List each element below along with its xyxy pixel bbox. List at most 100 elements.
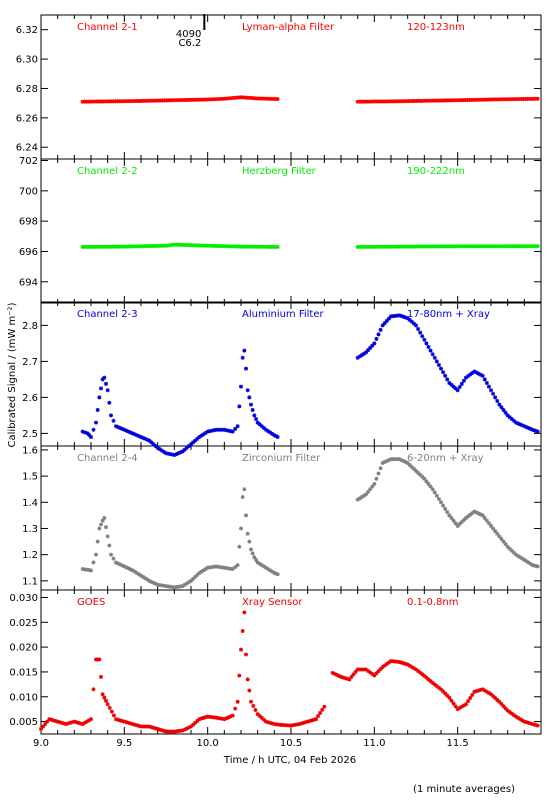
data-point: 10.025, 0.0059	[209, 715, 214, 720]
data-point: 11.788, 1.240	[503, 542, 508, 547]
data-point: 11.838, 1.208	[511, 550, 516, 555]
data-point: 9.875, 1.090	[184, 581, 189, 586]
data-point: 11.387, 1.412	[436, 497, 441, 502]
data-point: 9.825, 2.445	[176, 451, 181, 456]
data-point: 10.700, 0.0080	[322, 704, 327, 709]
data-point: 10.950, 1.430	[364, 492, 368, 497]
data-point: 9.512, 2.507	[124, 428, 129, 433]
data-point: 10.400, 1.130	[272, 570, 277, 575]
data-point: 9.725, 2.452	[159, 448, 164, 453]
data-point: 9.925, 0.0047	[193, 720, 198, 725]
data-point: 11.907, 6.273	[523, 96, 528, 101]
data-point: 9.675, 1.093	[151, 580, 156, 585]
data-point: 10.325, 0.0057	[259, 715, 264, 720]
data-point: 9.550, 2.500	[130, 431, 135, 436]
data-point: 11.847, 696.34	[513, 244, 518, 249]
data-point: 9.238, 0.0046	[78, 721, 83, 726]
data-point: 9.925, 2.480	[193, 438, 198, 443]
data-point: 10.125, 6.273	[226, 96, 231, 101]
data-point: 11.038, 1.530	[378, 466, 383, 471]
data-point: 11.788, 0.0076	[503, 706, 508, 711]
data-point: 11.786, 696.34	[503, 244, 508, 249]
data-point: 11.625, 0.0112	[476, 688, 481, 693]
data-point: 9.738, 1.081	[161, 583, 166, 588]
data-point: 10.420, 696.30	[275, 244, 280, 249]
data-point: 9.825, 0.0031	[176, 729, 181, 734]
data-point: 10.190, 2.575	[237, 404, 242, 409]
data-point: 9.462, 2.518	[116, 425, 121, 430]
x-tick-label: 9.5	[116, 738, 132, 749]
data-point: 11.912, 0.0049	[524, 720, 529, 725]
data-point: 10.313, 1.165	[257, 561, 262, 566]
data-point: 10.220, 1.450	[242, 487, 247, 492]
panel-frame	[40, 14, 542, 160]
data-point: 9.380, 1.340	[102, 516, 107, 520]
data-point: 11.725, 1.290	[493, 529, 498, 534]
data-point: 10.938, 1.425	[361, 493, 366, 498]
data-point: 10.287, 0.0073	[253, 708, 258, 712]
data-point: 9.863, 2.455	[182, 447, 187, 452]
data-point: 9.762, 1.079	[166, 584, 171, 589]
data-point: 9.162, 0.0046	[66, 721, 71, 726]
data-point: 9.750, 0.0030	[164, 729, 168, 734]
data-point: 10.000, 0.0060	[205, 714, 210, 719]
data-point: 11.500, 0.0075	[455, 707, 460, 712]
data-point: 10.500, 0.0042	[289, 723, 293, 728]
data-point: 11.810, 6.273	[507, 97, 512, 102]
data-point: 9.650, 2.480	[147, 438, 152, 443]
data-point: 11.871, 696.35	[517, 244, 522, 249]
data-point: 11.188, 1.554	[403, 460, 408, 465]
data-point: 11.825, 1.215	[509, 548, 514, 553]
data-point: 10.137, 0.0060	[228, 714, 233, 719]
y-tick-label: 2.5	[22, 429, 38, 440]
data-point: 10.962, 1.440	[366, 489, 371, 494]
data-point: 10.975, 1.450	[368, 487, 373, 492]
data-point: 9.863, 0.0034	[182, 727, 187, 732]
data-point: 11.838, 2.535	[511, 418, 516, 423]
data-point: 10.050, 2.510	[214, 427, 218, 432]
data-point: 11.970, 2.507	[534, 429, 538, 433]
data-point: 11.875, 1.190	[518, 555, 523, 560]
data-point: 10.240, 1.280	[245, 531, 250, 536]
data-point: 9.340, 2.565	[95, 408, 100, 412]
data-point: 11.938, 1.165	[528, 561, 533, 566]
data-point: 11.980, 2.505	[535, 429, 540, 434]
panels-layer: 6.24 6.26 6.28 6.30 6.32 Channel 2-1 Lyman-alp…	[9, 14, 542, 749]
panel-2-marks: 9.250, 696.309.262, 696.309.274, 696.309…	[80, 242, 540, 249]
data-point: 9.938, 0.0051	[195, 718, 200, 723]
data-point: 9.250, 2.505	[80, 429, 85, 434]
data-point: 10.212, 696.32	[241, 244, 246, 249]
data-point: 10.137, 2.506	[228, 429, 233, 434]
data-point: 11.688, 2.630	[486, 384, 491, 389]
data-point: 10.300, 1.170	[255, 560, 260, 565]
data-point: 9.280, 2.500	[85, 431, 90, 436]
data-point: 11.113, 0.0171	[391, 659, 396, 664]
data-point: 11.825, 2.540	[509, 417, 514, 421]
data-point: 11.000, 0.0143	[372, 673, 377, 678]
data-point: 11.712, 6.273	[491, 97, 496, 102]
data-point: 11.338, 0.0132	[428, 679, 433, 684]
data-point: 11.100, 2.825	[389, 314, 393, 319]
data-point: 11.800, 2.550	[505, 413, 510, 418]
data-point: 9.725, 0.0033	[159, 728, 164, 733]
data-point: 9.662, 1.096	[149, 579, 154, 584]
channel-label: GOES	[77, 597, 105, 608]
data-point: 10.400, 2.495	[272, 433, 277, 438]
data-point: 10.113, 0.0057	[224, 716, 229, 721]
data-point: 10.420, 6.273	[275, 97, 280, 102]
data-point: 9.137, 0.0046	[61, 721, 66, 726]
data-point: 9.360, 2.625	[99, 386, 103, 391]
data-point: 9.380, 2.655	[102, 375, 107, 380]
data-point: 11.850, 1.200	[514, 552, 518, 557]
panel-5-marks: 9.000, 0.00359.012, 0.00409.025, 0.00459…	[39, 610, 540, 734]
data-point: 11.175, 1.558	[401, 459, 406, 464]
data-point: 10.387, 2.499	[270, 431, 275, 436]
data-point: 11.637, 0.0114	[478, 687, 483, 692]
data-point: 11.980, 0.0042	[535, 723, 540, 728]
data-point: 10.250, 1.250	[247, 539, 252, 544]
data-point: 10.137, 1.146	[228, 566, 233, 571]
data-point: 10.212, 6.274	[241, 95, 246, 100]
data-point: 11.650, 2.660	[480, 373, 485, 378]
data-point: 10.112, 6.273	[224, 96, 229, 101]
